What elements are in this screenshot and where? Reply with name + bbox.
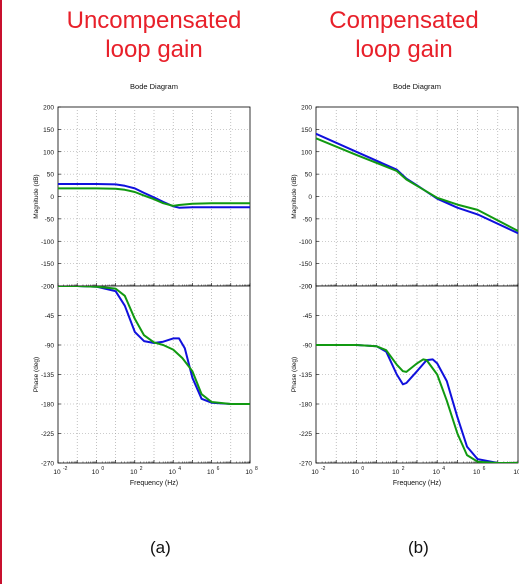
heading-b-line1: Compensated bbox=[329, 7, 479, 34]
x-tick-exponent: 4 bbox=[178, 466, 181, 472]
magnitude-ylabel: Magnitude (dB) bbox=[291, 174, 298, 218]
x-tick-label: 10 bbox=[169, 469, 177, 476]
x-tick-label: 10 bbox=[245, 469, 253, 476]
magnitude-ylabel: Magnitude (dB) bbox=[33, 174, 40, 218]
chart-title: Bode Diagram bbox=[393, 82, 441, 91]
x-tick-label: 10 bbox=[53, 469, 61, 476]
series-green-phase bbox=[58, 286, 250, 405]
magnitude-subplot: 200 150 100 50 0 -50 -100 -150 -200 Magnitude (dB… bbox=[291, 105, 519, 291]
x-tick-label: 10 bbox=[352, 469, 360, 476]
page-edge-rule bbox=[0, 0, 2, 584]
series-blue-phase bbox=[58, 286, 250, 405]
y-tick-label: 100 bbox=[301, 149, 312, 156]
y-tick-label: 200 bbox=[43, 105, 54, 112]
y-tick-label: -90 bbox=[303, 343, 313, 350]
magnitude-lines bbox=[316, 132, 518, 235]
x-tick-label: 10 bbox=[130, 469, 138, 476]
phase-lines bbox=[316, 344, 518, 463]
series-blue-magnitude bbox=[58, 183, 250, 209]
y-tick-label: 100 bbox=[43, 149, 54, 156]
y-tick-label: -45 bbox=[45, 313, 55, 320]
phase-ylabel: Phase (deg) bbox=[33, 357, 40, 392]
y-tick-label: -150 bbox=[299, 261, 312, 268]
caption-b: (b) bbox=[408, 538, 429, 557]
series-green-magnitude bbox=[316, 137, 518, 232]
y-tick-label: 50 bbox=[47, 172, 55, 179]
y-tick-label: -100 bbox=[299, 239, 312, 246]
y-tick-label: 150 bbox=[43, 127, 54, 134]
heading-compensated: Compensated loop gain bbox=[284, 6, 519, 64]
chart-title: Bode Diagram bbox=[130, 82, 178, 91]
y-tick-label: -45 bbox=[303, 313, 313, 320]
x-tick-label: 10 bbox=[473, 469, 481, 476]
y-tick-label: -200 bbox=[41, 284, 54, 291]
y-tick-label: -200 bbox=[299, 284, 312, 291]
y-tick-label: -270 bbox=[41, 461, 54, 468]
y-tick-label: -100 bbox=[41, 239, 54, 246]
y-tick-label: -180 bbox=[41, 402, 54, 409]
x-tick-label: 10 bbox=[433, 469, 441, 476]
heading-uncompensated: Uncompensated loop gain bbox=[34, 6, 274, 64]
series-green-magnitude bbox=[58, 187, 250, 207]
y-tick-label: 0 bbox=[50, 284, 54, 291]
y-tick-label: 50 bbox=[305, 172, 313, 179]
x-tick-exponent: 6 bbox=[217, 466, 220, 472]
phase-lines bbox=[58, 286, 250, 405]
caption-a: (a) bbox=[150, 538, 171, 557]
y-tick-label: 0 bbox=[50, 194, 54, 201]
x-tick-exponent: 8 bbox=[255, 466, 258, 472]
phase-subplot: 0 -45 -90 -135 -180 -225 -270 Phase (deg) bbox=[33, 284, 251, 468]
y-tick-label: -270 bbox=[299, 461, 312, 468]
y-tick-label: -180 bbox=[299, 402, 312, 409]
heading-a-line2: loop gain bbox=[105, 36, 203, 63]
y-tick-label: -50 bbox=[45, 216, 55, 223]
magnitude-subplot: 200 150 100 50 0 -50 -100 -150 -200 Magnitude (dB… bbox=[33, 105, 251, 291]
y-tick-label: -150 bbox=[41, 261, 54, 268]
x-tick-exponent: 2 bbox=[140, 466, 143, 472]
y-tick-label: -225 bbox=[41, 431, 54, 438]
y-tick-label: -225 bbox=[299, 431, 312, 438]
x-axis-label: Frequency (Hz) bbox=[130, 480, 178, 487]
heading-b-line2: loop gain bbox=[355, 36, 453, 63]
series-green-phase bbox=[316, 344, 518, 463]
x-tick-exponent: 0 bbox=[361, 466, 364, 472]
x-tick-exponent: 0 bbox=[101, 466, 104, 472]
x-tick-label: 10 bbox=[311, 469, 319, 476]
x-tick-exponent: 4 bbox=[442, 466, 445, 472]
y-tick-label: -135 bbox=[41, 372, 54, 379]
x-tick-label: 10 bbox=[207, 469, 215, 476]
x-tick-exponent: -2 bbox=[63, 466, 68, 472]
phase-ylabel: Phase (deg) bbox=[291, 357, 298, 392]
y-tick-label: 150 bbox=[301, 127, 312, 134]
heading-a-line1: Uncompensated bbox=[66, 7, 242, 34]
phase-subplot: 0 -45 -90 -135 -180 -225 -270 Phase (deg) bbox=[291, 284, 519, 468]
x-tick-label: 10 bbox=[513, 469, 519, 476]
y-tick-label: -135 bbox=[299, 372, 312, 379]
x-tick-label: 10 bbox=[92, 469, 100, 476]
y-tick-label: -50 bbox=[303, 216, 313, 223]
x-tick-exponent: 6 bbox=[483, 466, 486, 472]
x-tick-exponent: 2 bbox=[402, 466, 405, 472]
y-tick-label: 200 bbox=[301, 105, 312, 112]
x-tick-label: 10 bbox=[392, 469, 400, 476]
bode-panel-a: Bode Diagram200150100500-50-100-150-200M… bbox=[33, 82, 258, 487]
x-axis-label: Frequency (Hz) bbox=[393, 480, 441, 487]
magnitude-lines bbox=[58, 183, 250, 209]
y-tick-label: 0 bbox=[308, 284, 312, 291]
x-tick-exponent: -2 bbox=[321, 466, 326, 472]
bode-panel-b: Bode Diagram200150100500-50-100-150-200M… bbox=[291, 82, 519, 487]
y-tick-label: -90 bbox=[45, 343, 55, 350]
y-tick-label: 0 bbox=[308, 194, 312, 201]
